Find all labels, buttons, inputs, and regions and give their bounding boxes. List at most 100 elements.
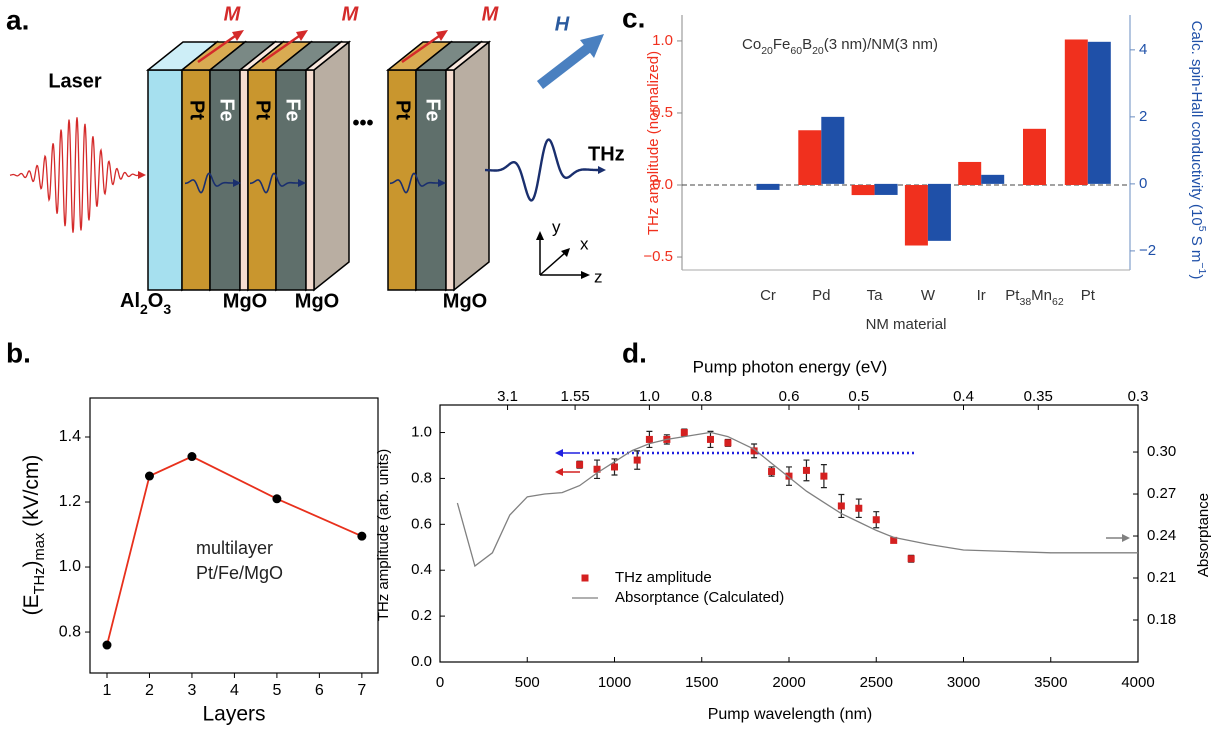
bar xyxy=(821,116,845,184)
annotation: multilayer xyxy=(196,538,273,558)
axis-head xyxy=(561,248,570,257)
magnetization-label: M xyxy=(224,3,242,25)
bar xyxy=(1023,128,1046,185)
plot-frame xyxy=(89,397,379,674)
slab-top xyxy=(443,41,492,71)
magnetization-label: M xyxy=(342,3,360,25)
data-point xyxy=(187,452,197,462)
data-point xyxy=(890,536,898,544)
text-part: O xyxy=(148,290,164,312)
bar xyxy=(981,174,1005,184)
x2-tick-label: 1.55 xyxy=(560,388,589,405)
x-tick-label: 3 xyxy=(187,682,196,699)
layer-label: Fe xyxy=(422,98,444,121)
x2-tick-label: 1.0 xyxy=(639,388,660,405)
layer-label: Pt xyxy=(186,100,208,120)
axis-arrow-head xyxy=(555,449,563,457)
y-axis-label: THz amplitude (arb. units) xyxy=(375,449,392,622)
x2-tick-label: 0.3 xyxy=(1128,388,1149,405)
axis-arrow-head xyxy=(1122,534,1130,542)
y-tick-label: −0.5 xyxy=(643,248,673,265)
x-tick-label: 2 xyxy=(145,682,154,699)
x2-tick-label: 0.35 xyxy=(1024,388,1053,405)
y2-tick-label: 0.18 xyxy=(1147,611,1176,628)
pulse xyxy=(390,172,438,194)
x-tick-label: Pt xyxy=(1081,287,1096,304)
field-arrow-head xyxy=(580,34,604,58)
y2-tick-label: 0.27 xyxy=(1147,485,1176,502)
text-part: THz xyxy=(32,567,48,594)
text-part: max xyxy=(32,532,48,560)
pulse xyxy=(9,117,139,233)
axis-label: x xyxy=(580,234,589,253)
magnetization-arrow xyxy=(197,32,239,64)
slab-top xyxy=(303,41,352,71)
y2-tick-label: −2 xyxy=(1139,242,1156,259)
pulse xyxy=(250,172,298,194)
text-part: 3 xyxy=(163,301,171,317)
text-part: (3 nm)/NM(3 nm) xyxy=(824,36,938,53)
text-part: ) xyxy=(20,560,43,567)
x-tick-label: 2000 xyxy=(772,674,805,691)
x-tick-label: 3500 xyxy=(1034,674,1067,691)
output-label: THz xyxy=(588,143,625,165)
capping-label: MgO xyxy=(295,290,339,312)
magnetization-arrow-head xyxy=(436,30,448,41)
axis-head xyxy=(581,271,590,279)
y2-tick-label: 2 xyxy=(1139,108,1147,125)
x-axis-label: Pump wavelength (nm) xyxy=(708,706,873,723)
x-axis-label: NM material xyxy=(866,316,947,333)
y-tick-label: 0.6 xyxy=(411,515,432,532)
ellipsis: ••• xyxy=(352,112,373,134)
bar xyxy=(1064,39,1088,186)
text-part: S m xyxy=(1188,232,1205,263)
x2-tick-label: 3.1 xyxy=(497,388,518,405)
y-tick-label: 1.4 xyxy=(59,428,81,445)
field-arrow xyxy=(536,44,592,89)
x2-tick-label: 0.8 xyxy=(691,388,712,405)
magnetization-arrow xyxy=(261,32,303,64)
capping-label: MgO xyxy=(223,290,267,312)
panel-label: a. xyxy=(6,4,29,35)
data-line xyxy=(456,431,1138,568)
data-point xyxy=(593,465,601,473)
x2-tick-label: 0.4 xyxy=(953,388,974,405)
x2-axis-label: Pump photon energy (eV) xyxy=(693,357,888,376)
y-tick-label: 1.0 xyxy=(59,558,81,575)
data-point xyxy=(837,502,845,510)
panel-label: b. xyxy=(6,337,31,368)
bar xyxy=(904,185,928,246)
pulse-arrow-head xyxy=(298,179,306,187)
bar xyxy=(756,183,780,190)
x-tick-label: 7 xyxy=(357,682,366,699)
y2-tick-label: 0.30 xyxy=(1147,443,1176,460)
y-tick-label: 0.5 xyxy=(652,104,673,121)
text-part: Fe xyxy=(773,36,791,53)
slab-front xyxy=(445,69,455,291)
y-tick-label: 0.8 xyxy=(59,623,81,640)
x-tick-label: W xyxy=(921,287,936,304)
plot-frame xyxy=(439,404,1139,663)
chart-title: Co20Fe60B20(3 nm)/NM(3 nm) xyxy=(742,36,938,57)
pulse-arrow-head xyxy=(598,166,606,174)
data-point xyxy=(768,468,776,476)
data-point xyxy=(855,504,863,512)
text-part: (E xyxy=(20,594,43,615)
y-tick-label: 0.0 xyxy=(652,176,673,193)
magnetization-arrow xyxy=(401,32,443,64)
slab-front xyxy=(275,69,307,291)
text-part: B xyxy=(802,36,812,53)
layer-label: Fe xyxy=(282,98,304,121)
slab-side xyxy=(453,40,490,292)
text-part: 20 xyxy=(761,45,773,57)
bar xyxy=(798,130,822,185)
panel-label: c. xyxy=(622,2,645,33)
data-point xyxy=(907,555,915,563)
x-tick-label: 1500 xyxy=(685,674,718,691)
slab-front xyxy=(415,69,447,291)
text-part: Calc. spin-Hall conductivity (10 xyxy=(1188,21,1205,226)
y-axis-label: (ETHz)max (kV/cm) xyxy=(20,455,48,616)
field-label: H xyxy=(555,13,570,35)
